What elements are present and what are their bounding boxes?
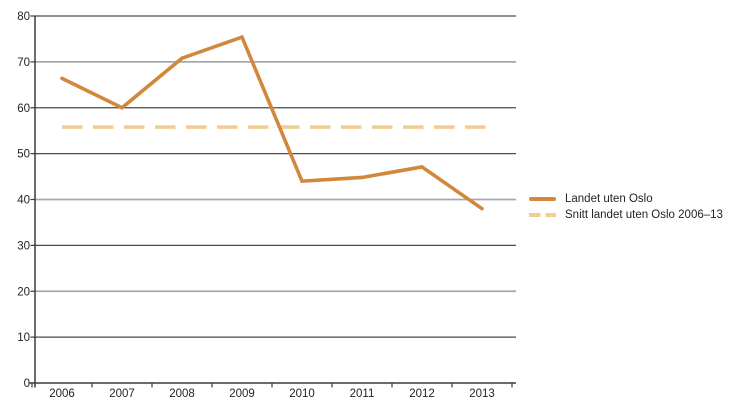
y-axis-tick-label: 10 [17, 332, 30, 344]
x-axis-tick-label: 2007 [109, 388, 135, 400]
y-axis-tick-label: 40 [17, 195, 30, 207]
y-axis-tick-label: 30 [17, 240, 30, 252]
x-axis-tick-label: 2011 [350, 388, 375, 400]
y-axis-tick-label: 70 [17, 57, 30, 69]
x-axis-tick-label: 2009 [229, 388, 255, 400]
x-axis-tick-label: 2012 [409, 388, 435, 400]
x-axis-tick-label: 2013 [469, 388, 495, 400]
legend-item-landet-uten-oslo: Landet uten Oslo [529, 191, 723, 207]
x-axis-tick-label: 2010 [289, 388, 315, 400]
legend-solid-line-swatch [529, 197, 556, 201]
legend-label: Snitt landet uten Oslo 2006–13 [565, 209, 723, 221]
legend-item-snitt-landet-uten-oslo: Snitt landet uten Oslo 2006–13 [529, 207, 723, 223]
x-axis-tick-label: 2008 [169, 388, 195, 400]
y-axis-tick-label: 50 [17, 149, 30, 161]
legend-label: Landet uten Oslo [565, 193, 653, 205]
legend-dashed-line-swatch [529, 213, 556, 217]
y-axis-tick-label: 80 [17, 11, 30, 23]
y-axis-tick-label: 20 [17, 286, 30, 298]
x-axis-tick-label: 2006 [49, 388, 75, 400]
legend: Landet uten Oslo Snitt landet uten Oslo … [529, 191, 723, 223]
series-solid-landet-line [60, 34, 484, 211]
y-axis-tick-label: 60 [17, 103, 30, 115]
y-axis-tick-label: 0 [24, 378, 30, 390]
